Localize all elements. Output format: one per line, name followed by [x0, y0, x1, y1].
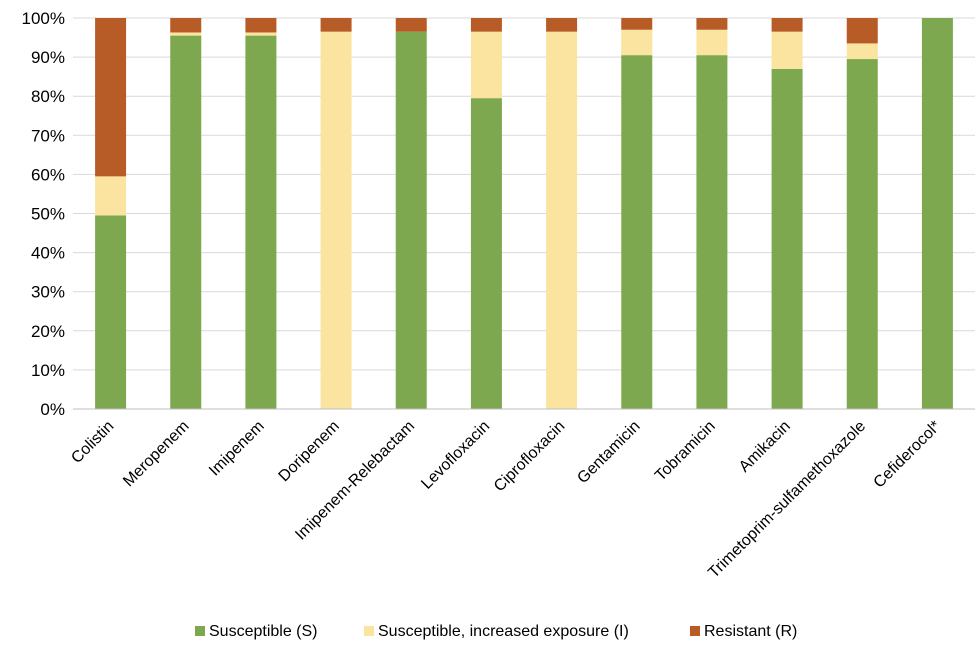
bar-segment-susceptible — [696, 55, 728, 410]
bar-segment-resistant — [696, 18, 728, 30]
y-tick-label: 0% — [40, 400, 65, 419]
legend-label: Susceptible (S) — [209, 623, 318, 640]
x-tick-label: Meropenem — [120, 418, 192, 490]
legend-label: Susceptible, increased exposure (I) — [378, 623, 629, 640]
legend-swatch — [364, 626, 374, 636]
bar-segment-susceptible — [245, 35, 277, 409]
bar-segment-susceptible — [470, 98, 502, 409]
x-tick-label: Imipenem — [206, 418, 268, 480]
y-tick-label: 70% — [31, 126, 65, 145]
bar-segment-resistant — [470, 18, 502, 32]
x-tick-label: Amikacin — [736, 418, 794, 476]
bar-segment-resistant — [846, 18, 878, 44]
y-tick-label: 50% — [31, 205, 65, 224]
bar-segment-susceptible — [395, 31, 427, 410]
x-tick-label: Colistin — [68, 418, 117, 467]
bar-segment-resistant — [546, 18, 578, 32]
y-tick-label: 60% — [31, 165, 65, 184]
y-tick-labels: 0% 10% 20% 30% 40% 50% 60% 70% 80% 90% 100% — [22, 9, 65, 419]
bar-segment-increased-exposure — [245, 32, 277, 36]
y-tick-label: 10% — [31, 361, 65, 380]
bar-segment-susceptible — [170, 35, 202, 409]
bar-segment-resistant — [320, 18, 352, 32]
x-tick-label: Cefiderocol* — [871, 418, 945, 492]
bar-segment-susceptible — [921, 18, 953, 409]
bars-layer — [95, 18, 953, 410]
bar-segment-increased-exposure — [320, 31, 352, 410]
y-tick-label: 80% — [31, 87, 65, 106]
bar-segment-increased-exposure — [696, 29, 728, 56]
legend-swatch — [690, 626, 700, 636]
x-tick-label: Gentamicin — [574, 418, 643, 487]
legend-swatch — [195, 626, 205, 636]
y-tick-label: 20% — [31, 322, 65, 341]
grid-layer — [73, 17, 975, 371]
y-tick-label: 100% — [22, 9, 65, 28]
bar-segment-increased-exposure — [546, 31, 578, 410]
bar-segment-resistant — [245, 18, 277, 33]
bar-segment-resistant — [95, 18, 127, 177]
x-tick-label: Tobramicin — [652, 418, 719, 485]
bar-segment-resistant — [170, 18, 202, 33]
bar-segment-increased-exposure — [170, 32, 202, 36]
x-tick-labels: Colistin Meropenem Imipenem DoripenemImipen… — [68, 418, 944, 582]
x-tick-label: Ciprofloxacin — [491, 418, 568, 495]
bar-segment-resistant — [621, 18, 653, 30]
bar-segment-susceptible — [846, 59, 878, 410]
bar-segment-susceptible — [95, 215, 127, 409]
y-tick-label: 40% — [31, 244, 65, 263]
x-tick-label: Doripenem — [276, 418, 343, 485]
bar-segment-susceptible — [771, 68, 803, 409]
bar-segment-increased-exposure — [621, 29, 653, 56]
bar-segment-increased-exposure — [95, 176, 127, 216]
legend: Susceptible (S) Susceptible, increased ex… — [195, 623, 797, 640]
y-tick-label: 30% — [31, 283, 65, 302]
x-tick-label: Trimetoprim-sulfamethoxazole — [705, 418, 869, 582]
y-tick-label: 90% — [31, 48, 65, 67]
bar-segment-resistant — [395, 18, 427, 32]
x-tick-label: Levofloxacin — [418, 418, 493, 493]
bar-segment-resistant — [771, 18, 803, 32]
bar-segment-increased-exposure — [470, 31, 502, 99]
bar-segment-increased-exposure — [846, 43, 878, 60]
bar-segment-increased-exposure — [771, 31, 803, 69]
legend-label: Resistant (R) — [704, 623, 797, 640]
bar-segment-susceptible — [621, 55, 653, 410]
